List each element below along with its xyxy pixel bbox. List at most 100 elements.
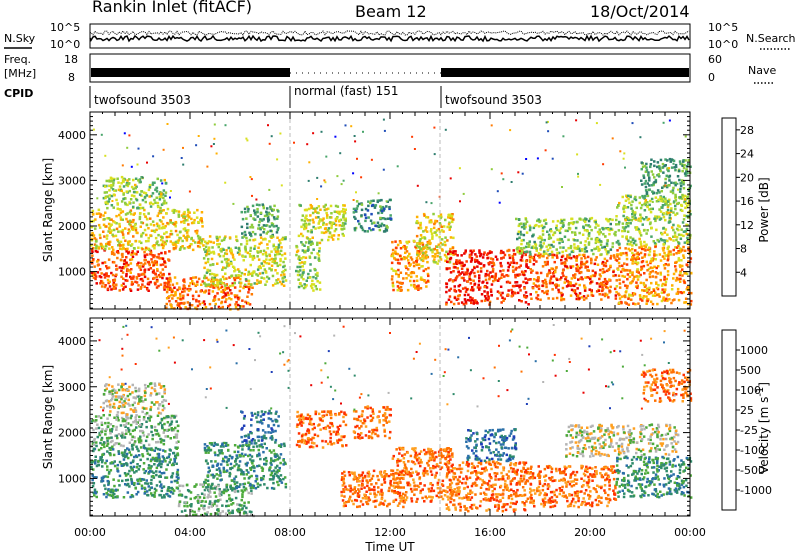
data-cell bbox=[476, 270, 480, 273]
data-cell bbox=[229, 260, 233, 264]
data-cell bbox=[640, 265, 643, 269]
data-cell bbox=[576, 265, 579, 268]
data-cell bbox=[643, 209, 647, 212]
data-cell bbox=[605, 250, 608, 253]
data-cell bbox=[674, 213, 677, 217]
data-cell bbox=[129, 271, 132, 274]
data-cell bbox=[161, 426, 164, 429]
data-cell bbox=[161, 241, 165, 244]
data-cell bbox=[387, 217, 390, 220]
data-cell bbox=[678, 273, 682, 277]
data-cell bbox=[169, 196, 171, 199]
data-cell bbox=[101, 453, 105, 456]
data-cell bbox=[473, 271, 476, 275]
data-cell bbox=[432, 259, 435, 263]
data-cell bbox=[333, 210, 337, 213]
data-cell bbox=[212, 250, 215, 254]
data-cell bbox=[660, 189, 663, 193]
data-cell bbox=[424, 252, 427, 255]
data-cell bbox=[678, 190, 682, 193]
data-cell bbox=[438, 235, 441, 239]
data-cell bbox=[571, 222, 575, 226]
data-cell bbox=[618, 282, 622, 285]
data-cell bbox=[607, 228, 610, 231]
data-cell bbox=[514, 275, 517, 279]
data-cell bbox=[205, 271, 209, 274]
data-cell bbox=[123, 419, 127, 423]
data-cell bbox=[450, 214, 454, 218]
data-cell bbox=[152, 224, 156, 227]
data-cell bbox=[317, 222, 320, 225]
data-cell bbox=[452, 253, 455, 256]
data-cell bbox=[642, 296, 645, 300]
data-cell bbox=[197, 277, 201, 281]
data-cell bbox=[107, 421, 110, 425]
data-cell bbox=[117, 442, 121, 446]
data-cell bbox=[611, 245, 614, 249]
data-cell bbox=[556, 238, 559, 241]
data-cell bbox=[111, 200, 114, 202]
data-cell bbox=[153, 198, 156, 202]
data-cell bbox=[99, 279, 103, 283]
data-cell bbox=[234, 295, 237, 299]
data-cell bbox=[604, 279, 607, 283]
data-cell bbox=[645, 302, 648, 305]
data-cell bbox=[603, 277, 607, 281]
data-cell bbox=[627, 239, 630, 242]
data-cell bbox=[239, 285, 242, 288]
data-cell bbox=[101, 465, 104, 468]
data-cell bbox=[535, 296, 538, 300]
data-cell bbox=[169, 280, 172, 283]
data-cell bbox=[249, 214, 252, 217]
data-cell bbox=[135, 277, 139, 280]
data-cell bbox=[131, 429, 135, 432]
data-cell bbox=[248, 510, 252, 513]
data-cell bbox=[544, 263, 547, 267]
data-cell bbox=[99, 215, 102, 219]
data-cell bbox=[164, 476, 167, 479]
data-cell bbox=[395, 272, 398, 276]
data-cell bbox=[271, 214, 274, 217]
data-cell bbox=[452, 266, 456, 269]
data-cell bbox=[578, 292, 582, 295]
data-cell bbox=[141, 453, 144, 456]
data-cell bbox=[626, 273, 630, 276]
data-cell bbox=[246, 205, 249, 209]
data-cell bbox=[277, 278, 280, 281]
data-cell bbox=[301, 249, 305, 252]
data-cell bbox=[95, 212, 99, 215]
data-cell bbox=[436, 262, 439, 265]
data-cell bbox=[674, 193, 677, 197]
data-cell bbox=[186, 293, 190, 297]
data-cell bbox=[306, 143, 309, 146]
data-cell bbox=[457, 302, 460, 305]
data-cell bbox=[685, 228, 689, 231]
data-cell bbox=[490, 283, 494, 286]
data-cell bbox=[476, 286, 480, 289]
data-cell bbox=[649, 165, 652, 169]
data-cell bbox=[176, 233, 179, 237]
data-cell bbox=[183, 280, 186, 284]
data-cell bbox=[629, 222, 632, 225]
data-cell bbox=[666, 211, 670, 215]
data-cell bbox=[257, 258, 261, 261]
data-cell bbox=[517, 284, 520, 287]
nsky-panel: 10^5 10^0 10^5 10^0 N.Sky N.Search bbox=[4, 21, 796, 51]
data-cell bbox=[171, 297, 174, 300]
data-cell bbox=[153, 276, 156, 280]
data-cell bbox=[140, 241, 143, 245]
data-cell bbox=[183, 247, 186, 250]
data-cell bbox=[90, 237, 94, 241]
data-cell bbox=[372, 228, 375, 231]
data-cell bbox=[499, 285, 503, 288]
data-cell bbox=[650, 184, 654, 187]
data-cell bbox=[182, 227, 186, 231]
data-cell bbox=[245, 242, 249, 246]
data-cell bbox=[379, 209, 383, 212]
data-cell bbox=[664, 164, 667, 167]
data-cell bbox=[203, 488, 207, 492]
data-cell bbox=[559, 221, 562, 225]
data-cell bbox=[585, 296, 588, 300]
data-cell bbox=[466, 280, 470, 283]
